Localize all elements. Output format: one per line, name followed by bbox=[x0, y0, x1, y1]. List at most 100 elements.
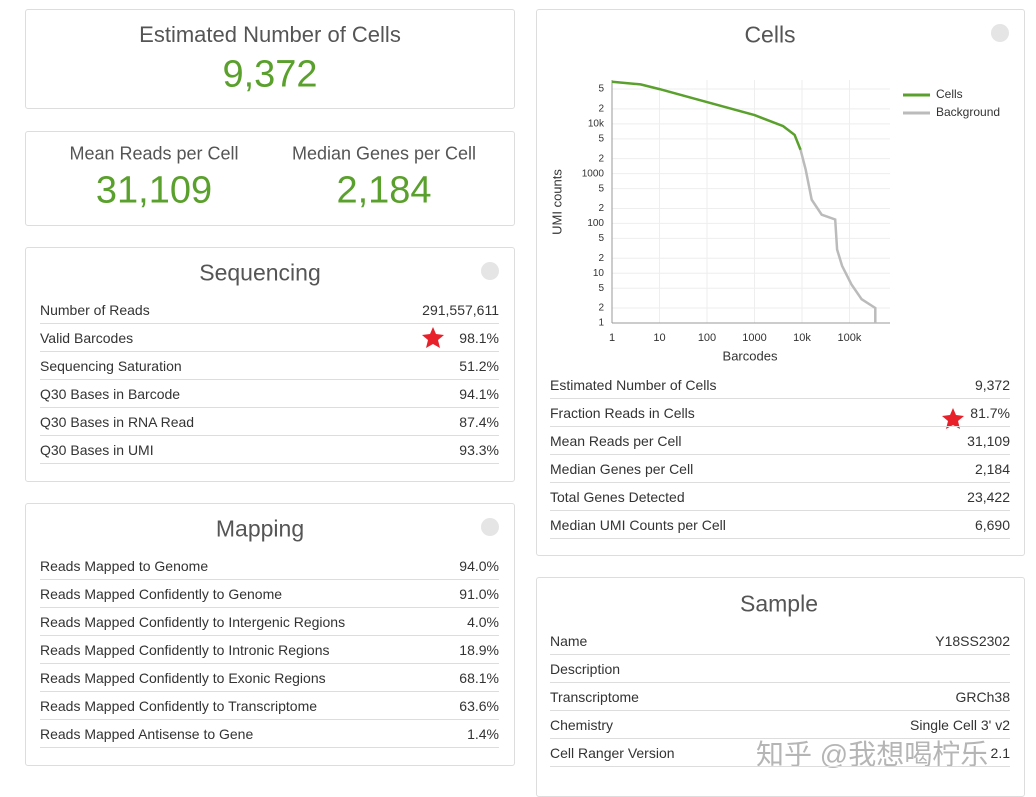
y-tick-label: 2 bbox=[598, 303, 604, 314]
y-tick-label: 2 bbox=[598, 153, 604, 164]
row-value: Single Cell 3' v2 bbox=[910, 717, 1010, 733]
row-value: 4.0% bbox=[467, 614, 499, 630]
table-row: Mean Reads per Cell 31,109 bbox=[550, 427, 1010, 455]
row-label: Valid Barcodes bbox=[40, 330, 134, 346]
row-value: 93.3% bbox=[459, 442, 499, 458]
y-tick-label: 5 bbox=[598, 233, 604, 244]
estimated-cells-panel bbox=[25, 9, 515, 109]
table-row: Median UMI Counts per Cell 6,690 bbox=[550, 511, 1010, 539]
row-label: Cell Ranger Version bbox=[550, 745, 675, 761]
row-value: 68.1% bbox=[459, 670, 499, 686]
mapping-panel bbox=[25, 503, 515, 766]
star-annotation bbox=[422, 327, 444, 348]
y-tick-label: 5 bbox=[598, 283, 604, 294]
row-value: 2,184 bbox=[974, 461, 1010, 477]
row-label: Reads Mapped Confidently to Intronic Reg… bbox=[40, 642, 330, 658]
panel-title: Mapping bbox=[215, 515, 305, 542]
table-row: Estimated Number of Cells 9,372 bbox=[550, 371, 1010, 399]
row-label: Estimated Number of Cells bbox=[550, 377, 717, 393]
row-label: Reads Mapped Confidently to Transcriptom… bbox=[40, 698, 318, 714]
row-value: 91.0% bbox=[459, 586, 499, 602]
table-row: Reads Mapped Confidently to Genome 91.0% bbox=[40, 580, 499, 608]
panel-title: Sequencing bbox=[199, 259, 321, 286]
x-tick-label: 10k bbox=[793, 332, 811, 344]
summary-value: 2,184 bbox=[336, 169, 432, 212]
table-row: Reads Mapped to Genome 94.0% bbox=[40, 552, 499, 580]
legend-label: Background bbox=[936, 105, 1000, 119]
row-label: Reads Mapped to Genome bbox=[40, 558, 209, 574]
y-tick-label: 5 bbox=[598, 84, 604, 95]
panel-title: Sample bbox=[740, 590, 818, 617]
x-tick-label: 1 bbox=[609, 332, 615, 344]
y-tick-label: 5 bbox=[598, 133, 604, 144]
row-label: Q30 Bases in UMI bbox=[40, 442, 154, 458]
y-tick-label: 1 bbox=[598, 318, 604, 329]
y-tick-label: 2 bbox=[598, 203, 604, 214]
table-row: Reads Mapped Confidently to Exonic Regio… bbox=[40, 664, 499, 692]
table-row: Total Genes Detected 23,422 bbox=[550, 483, 1010, 511]
row-label: Reads Mapped Confidently to Intergenic R… bbox=[40, 614, 346, 630]
panel-title: Cells bbox=[744, 21, 796, 48]
row-label: Q30 Bases in Barcode bbox=[40, 386, 181, 402]
table-row: Transcriptome GRCh38 bbox=[550, 683, 1010, 711]
table-row: Q30 Bases in RNA Read 87.4% bbox=[40, 408, 499, 436]
table-row: Chemistry Single Cell 3' v2 bbox=[550, 711, 1010, 739]
help-icon[interactable] bbox=[481, 262, 499, 280]
summary-label: Mean Reads per Cell bbox=[69, 143, 239, 164]
row-label: Chemistry bbox=[550, 717, 614, 733]
y-tick-label: 2 bbox=[598, 104, 604, 115]
row-value: 291,557,611 bbox=[422, 302, 499, 318]
table-row: Sequencing Saturation 51.2% bbox=[40, 352, 499, 380]
summary-panel bbox=[25, 131, 515, 226]
help-icon[interactable] bbox=[991, 24, 1009, 42]
cells-panel bbox=[536, 9, 1025, 556]
row-label: Sequencing Saturation bbox=[40, 358, 182, 374]
summary-label: Median Genes per Cell bbox=[291, 143, 477, 164]
row-label: Reads Mapped Confidently to Genome bbox=[40, 586, 283, 602]
row-label: Transcriptome bbox=[550, 689, 639, 705]
row-label: Total Genes Detected bbox=[550, 489, 685, 505]
row-value: 87.4% bbox=[459, 414, 499, 430]
row-label: Mean Reads per Cell bbox=[550, 433, 682, 449]
summary-value: 31,109 bbox=[95, 169, 213, 212]
row-value: 63.6% bbox=[459, 698, 499, 714]
row-label: Median UMI Counts per Cell bbox=[550, 517, 726, 533]
table-row: Name Y18SS2302 bbox=[550, 627, 1010, 655]
watermark: 知乎 @我想喝柠乐 bbox=[756, 739, 989, 770]
table-row: Description bbox=[550, 655, 1010, 683]
row-label: Number of Reads bbox=[40, 302, 150, 318]
star-annotation bbox=[942, 408, 964, 429]
row-value: 98.1% bbox=[459, 330, 499, 346]
row-value: 94.0% bbox=[459, 558, 499, 574]
row-value: 51.2% bbox=[459, 358, 499, 374]
table-row: Q30 Bases in Barcode 94.1% bbox=[40, 380, 499, 408]
row-value: 9,372 bbox=[974, 377, 1010, 393]
y-tick-label: 2 bbox=[598, 253, 604, 264]
sequencing-panel bbox=[25, 247, 515, 482]
y-tick-label: 5 bbox=[598, 183, 604, 194]
estimated-cells-label: Estimated Number of Cells bbox=[139, 22, 401, 47]
row-label: Reads Mapped Antisense to Gene bbox=[40, 726, 254, 742]
data-line bbox=[799, 149, 877, 323]
x-tick-label: 100 bbox=[698, 332, 716, 344]
row-value: 94.1% bbox=[459, 386, 499, 402]
y-tick-label: 10 bbox=[593, 268, 605, 279]
table-row: Reads Mapped Confidently to Transcriptom… bbox=[40, 692, 499, 720]
table-row: Valid Barcodes 98.1% bbox=[40, 324, 499, 352]
x-tick-label: 100k bbox=[838, 332, 862, 344]
x-axis-label: Barcodes bbox=[723, 348, 778, 363]
row-label: Description bbox=[550, 661, 621, 677]
row-value: Y18SS2302 bbox=[935, 633, 1010, 649]
help-icon[interactable] bbox=[481, 518, 499, 536]
table-row: Cell Ranger Version 2.1 bbox=[550, 739, 1010, 767]
row-label: Name bbox=[550, 633, 588, 649]
legend-label: Cells bbox=[936, 87, 963, 101]
row-value: GRCh38 bbox=[955, 689, 1010, 705]
x-tick-label: 1000 bbox=[742, 332, 766, 344]
table-row: Number of Reads 291,557,611 bbox=[40, 296, 499, 324]
row-value: 1.4% bbox=[467, 726, 499, 742]
row-value: 81.7% bbox=[970, 405, 1010, 421]
table-row: Median Genes per Cell 2,184 bbox=[550, 455, 1010, 483]
